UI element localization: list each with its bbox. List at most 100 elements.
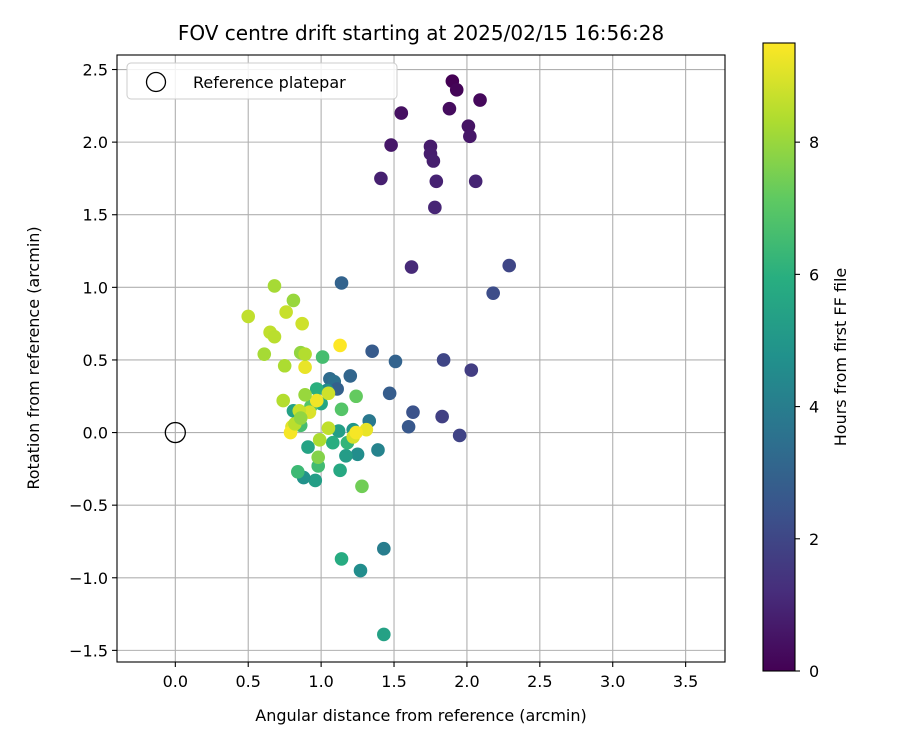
y-tick-label: 0.0 (83, 424, 108, 443)
data-point (359, 422, 374, 437)
data-point (502, 258, 517, 273)
data-point (377, 627, 391, 642)
data-point (298, 360, 312, 375)
colorbar-bar (762, 42, 796, 672)
data-point (401, 419, 416, 434)
x-tick-label: 3.5 (673, 672, 698, 691)
data-point (277, 358, 292, 373)
data-point (406, 405, 420, 420)
legend-box (126, 62, 398, 100)
data-point (449, 83, 464, 97)
colorbar-tick-label: 4 (809, 398, 819, 417)
data-point (461, 119, 476, 133)
data-point (339, 448, 353, 463)
data-point (325, 435, 340, 450)
x-tick-label: 2.0 (454, 672, 479, 691)
y-tick-label: −1.5 (69, 641, 108, 660)
data-point (315, 350, 330, 364)
y-tick-label: 2.0 (83, 133, 108, 152)
data-point (473, 93, 487, 107)
data-point (334, 402, 349, 417)
data-point (442, 101, 457, 116)
data-point (295, 316, 309, 331)
data-point (382, 386, 397, 401)
y-axis-label: Rotation from reference (arcmin) (24, 226, 43, 489)
data-point (309, 382, 324, 396)
x-axis-ticks: 0.0 0.5 1.0 1.5 2.0 2.5 3.0 3.5 (163, 662, 698, 691)
colorbar-tick-label: 6 (809, 265, 819, 284)
reference-marker-layer (164, 421, 186, 444)
data-point (321, 386, 336, 401)
data-point (241, 309, 256, 324)
data-point (353, 563, 368, 578)
data-point (384, 138, 398, 152)
data-point (350, 447, 365, 462)
colorbar: 0 2 4 6 8 Hours from first FF file (762, 42, 850, 681)
data-point (435, 409, 449, 424)
y-axis-ticks: −1.5 −1.0 −0.5 0.0 0.5 1.0 1.5 2.0 2.5 (69, 61, 117, 660)
y-tick-label: 1.5 (83, 206, 108, 225)
x-tick-label: 2.5 (527, 672, 552, 691)
data-point (334, 276, 349, 290)
data-point (486, 286, 500, 300)
plot-frame (116, 54, 726, 663)
data-point (349, 425, 363, 440)
x-axis-label: Angular distance from reference (arcmin) (255, 706, 586, 725)
data-point (301, 440, 315, 454)
data-point (394, 106, 409, 120)
legend-reference-marker (145, 71, 167, 93)
data-point (333, 463, 347, 478)
data-points (241, 74, 517, 642)
data-point (279, 305, 293, 319)
data-point (321, 421, 336, 436)
data-point (308, 473, 323, 488)
data-point (343, 369, 358, 383)
data-point (311, 450, 326, 465)
grid-lines (117, 55, 725, 662)
data-point (365, 344, 379, 359)
data-point (464, 363, 479, 377)
y-tick-label: −1.0 (69, 569, 108, 588)
data-point (331, 424, 346, 438)
data-point (276, 393, 291, 408)
data-point (298, 388, 312, 402)
data-point (463, 129, 477, 144)
data-point (428, 200, 442, 215)
colorbar-tick-label: 0 (809, 662, 819, 681)
colorbar-tick-label: 2 (809, 530, 819, 549)
x-tick-label: 1.5 (381, 672, 406, 691)
y-tick-label: 1.0 (83, 278, 108, 297)
data-point (349, 389, 363, 404)
data-point (286, 293, 301, 308)
data-point (290, 464, 305, 479)
data-point (468, 174, 483, 189)
colorbar-tick-label: 8 (809, 133, 819, 152)
y-tick-label: −0.5 (69, 496, 108, 515)
data-point (371, 443, 385, 457)
x-tick-label: 1.0 (308, 672, 333, 691)
data-point (257, 347, 272, 361)
data-point (377, 541, 391, 556)
data-point (312, 433, 327, 447)
legend-entry-reference: Reference platepar (193, 73, 346, 92)
data-point (333, 338, 347, 353)
data-point (404, 260, 419, 274)
y-tick-label: 0.5 (83, 351, 108, 370)
data-point (267, 279, 282, 293)
data-point (436, 353, 451, 367)
data-point (355, 479, 369, 494)
colorbar-ticks: 0 2 4 6 8 (795, 133, 819, 681)
x-tick-label: 3.0 (600, 672, 625, 691)
reference-platepar-marker (164, 421, 186, 444)
data-point (267, 329, 282, 344)
data-point (298, 347, 312, 361)
x-tick-label: 0.0 (163, 672, 188, 691)
colorbar-label: Hours from first FF file (831, 268, 850, 447)
x-tick-label: 0.5 (235, 672, 260, 691)
data-point (429, 174, 444, 189)
data-point (293, 411, 308, 425)
data-point (426, 154, 441, 168)
data-point (334, 552, 349, 566)
data-point (388, 354, 403, 369)
